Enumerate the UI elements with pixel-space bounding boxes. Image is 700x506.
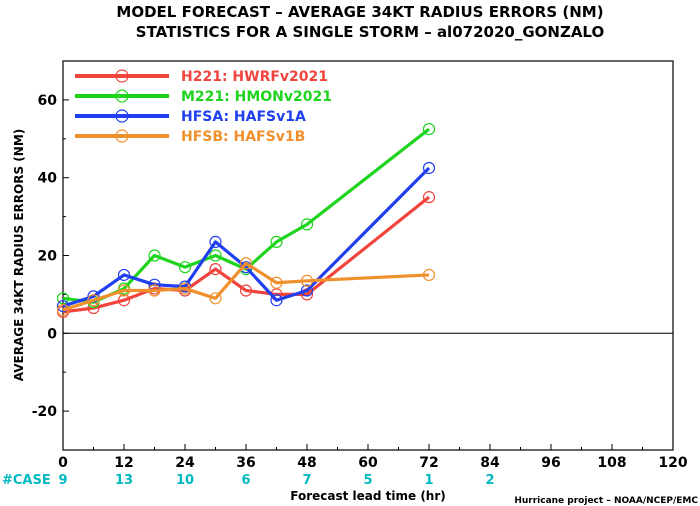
chart-subtitle: STATISTICS FOR A SINGLE STORM – al072020…: [136, 23, 604, 41]
data-point: [270, 276, 283, 289]
data-point: [178, 282, 192, 295]
data-point: [209, 263, 222, 276]
x-tick-label: 60: [358, 455, 378, 471]
data-point: [270, 235, 283, 248]
data-point: [209, 249, 222, 262]
x-tick-label: 84: [480, 455, 500, 471]
data-point: [422, 191, 436, 204]
y-ticks: -20 0 20 40 60: [32, 60, 69, 451]
data-point: [87, 294, 100, 307]
data-point: [56, 292, 70, 305]
series-line: [62, 261, 430, 312]
series-layer: [56, 122, 436, 319]
case-count: 2: [485, 473, 494, 488]
case-count: 10: [176, 473, 194, 488]
data-point: [148, 284, 161, 297]
x-ticks: 0 12 24 36 48 60 72 84 96 108 120: [58, 444, 688, 471]
data-point: [300, 274, 314, 287]
data-point: [178, 261, 192, 274]
x-axis-label: Forecast lead time (hr): [290, 489, 446, 503]
data-point: [422, 161, 436, 175]
data-point: [56, 303, 70, 317]
case-count: 13: [115, 473, 133, 488]
y-tick-label: 20: [38, 249, 58, 265]
legend-label: M221: HMONv2021: [181, 89, 332, 105]
data-point: [117, 268, 131, 282]
case-count: 5: [363, 473, 372, 488]
credit-text: Hurricane project – NOAA/NCEP/EMC: [514, 496, 698, 506]
data-point: [422, 122, 436, 136]
data-point: [270, 294, 283, 307]
legend-marker: [115, 69, 129, 83]
series-line: [62, 195, 430, 314]
x-tick-label: 96: [541, 455, 560, 471]
x-tick-label: 120: [658, 455, 687, 471]
legend-label: H221: HWRFv2021: [181, 69, 328, 85]
legend-label: HFSA: HAFSv1A: [181, 109, 306, 125]
y-tick-label: 40: [38, 171, 58, 187]
legend-marker: [115, 129, 129, 143]
x-tick-label: 108: [597, 455, 626, 471]
data-point: [209, 292, 222, 305]
legend: H221: HWRFv2021 M221: HMONv2021 HFSA: HAFS…: [75, 69, 332, 145]
y-axis-label: AVERAGE 34KT RADIUS ERRORS (NM): [12, 129, 26, 381]
data-point: [239, 284, 253, 297]
data-point: [56, 299, 70, 313]
x-tick-label: 36: [236, 455, 255, 471]
data-point: [300, 218, 314, 231]
legend-marker: [115, 109, 129, 123]
legend-label: HFSB: HAFSv1B: [181, 129, 305, 145]
data-point: [209, 235, 222, 248]
y-tick-label: -20: [32, 404, 58, 420]
case-count: 9: [58, 473, 67, 488]
case-count: 6: [241, 473, 250, 488]
data-point: [117, 294, 131, 307]
x-tick-label: 24: [175, 455, 195, 471]
y-tick-label: 60: [38, 93, 58, 109]
data-point: [148, 249, 161, 262]
data-point: [300, 284, 314, 297]
chart-title: MODEL FORECAST – AVERAGE 34KT RADIUS ERR…: [116, 3, 603, 21]
case-count: 7: [302, 473, 311, 488]
case-label: #CASE: [2, 473, 51, 488]
case-values: 9 13 10 6 7 5 1 2: [58, 473, 494, 488]
series-line: [62, 166, 431, 308]
x-tick-label: 48: [297, 455, 316, 471]
data-point: [239, 257, 253, 270]
x-tick-label: 0: [58, 455, 68, 471]
y-tick-label: 0: [47, 326, 57, 342]
case-count: 1: [424, 473, 433, 488]
x-tick-label: 72: [419, 455, 438, 471]
data-point: [422, 268, 436, 282]
data-point: [117, 284, 131, 297]
legend-marker: [115, 89, 129, 103]
x-tick-label: 12: [114, 455, 133, 471]
